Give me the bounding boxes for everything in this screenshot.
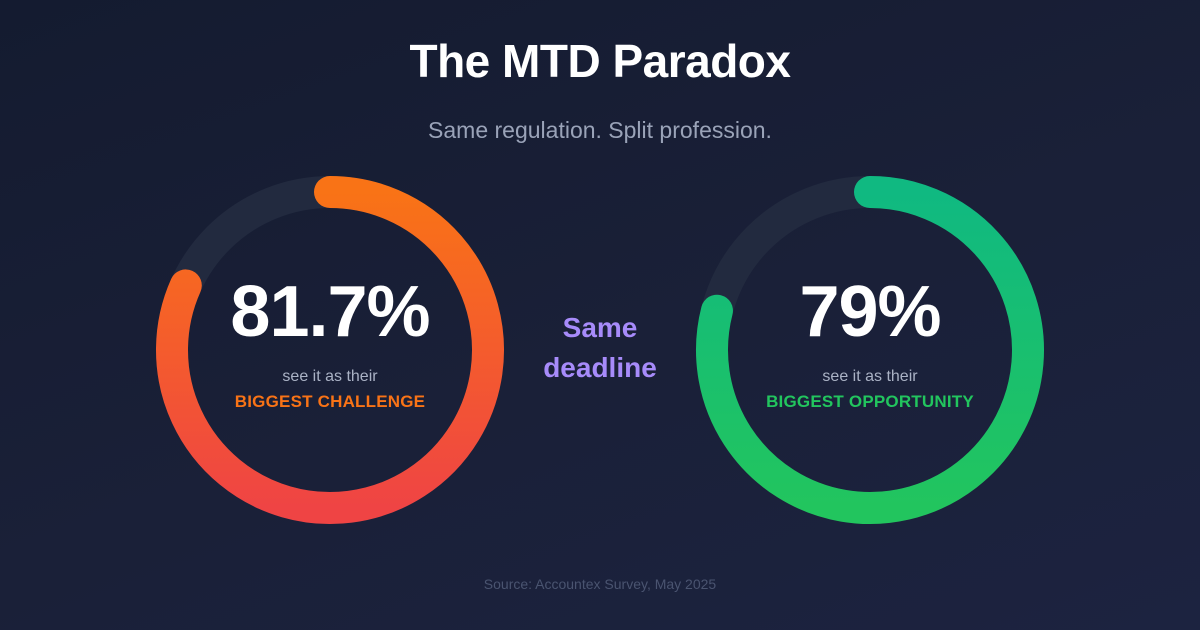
opportunity-label: BIGGEST OPPORTUNITY (766, 392, 974, 411)
middle-line-2: deadline (543, 352, 657, 383)
opportunity-gauge: 79% see it as their BIGGEST OPPORTUNITY (690, 170, 1050, 530)
challenge-label: BIGGEST CHALLENGE (234, 392, 426, 411)
opportunity-caption: see it as their (822, 368, 918, 385)
same-deadline-text: Same deadline (500, 308, 700, 388)
source-note: Source: Accountex Survey, May 2025 (483, 576, 717, 592)
opportunity-ring (696, 176, 1044, 524)
challenge-gauge: 81.7% see it as their BIGGEST CHALLENGE (150, 170, 510, 530)
challenge-arc (156, 176, 504, 524)
opportunity-arc (696, 176, 1044, 524)
middle-line-1: Same (562, 312, 638, 343)
challenge-value: 81.7% (230, 272, 430, 352)
opportunity-value: 79% (799, 272, 941, 352)
page-title: The MTD Paradox (409, 35, 791, 87)
challenge-ring (156, 176, 504, 524)
page-subtitle: Same regulation. Split profession. (428, 117, 772, 143)
challenge-caption: see it as their (282, 368, 378, 385)
